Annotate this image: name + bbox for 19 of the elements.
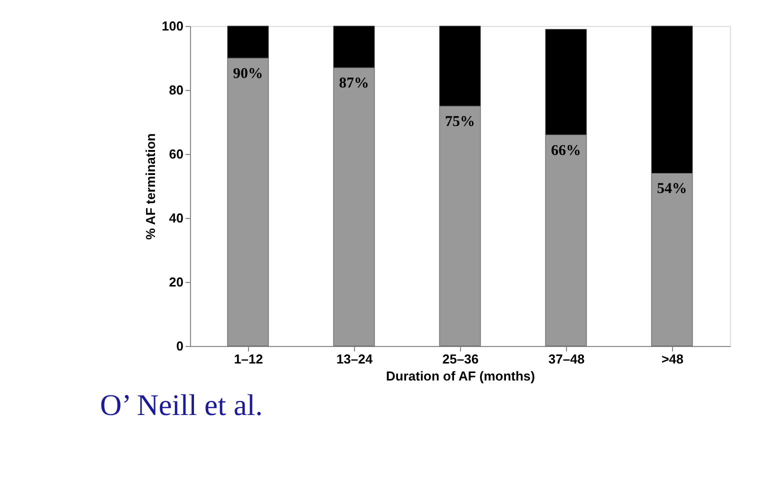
y-tick-label: 80 <box>169 82 184 98</box>
y-tick-label: 40 <box>169 210 184 226</box>
data-label: 66% <box>551 142 581 159</box>
x-tick-label: 13–24 <box>336 352 374 366</box>
x-tick-label: >48 <box>661 352 684 366</box>
y-tick-label: 20 <box>169 274 184 290</box>
x-tick-label: 25–36 <box>442 352 479 366</box>
y-tick-label: 100 <box>162 18 184 34</box>
x-axis-title: Duration of AF (months) <box>386 368 535 384</box>
text: O’ Neill et al. <box>100 389 263 422</box>
y-tick-label: 0 <box>176 338 184 354</box>
x-tick-label: 1–12 <box>234 352 263 366</box>
data-label: 90% <box>233 66 263 82</box>
y-tick-label: 60 <box>169 146 184 162</box>
data-label: 87% <box>339 76 369 92</box>
data-label: 54% <box>657 181 687 198</box>
x-tick-label: 37–48 <box>548 352 585 366</box>
y-axis-title: % AF termination <box>142 133 158 240</box>
data-label: 75% <box>445 114 475 130</box>
